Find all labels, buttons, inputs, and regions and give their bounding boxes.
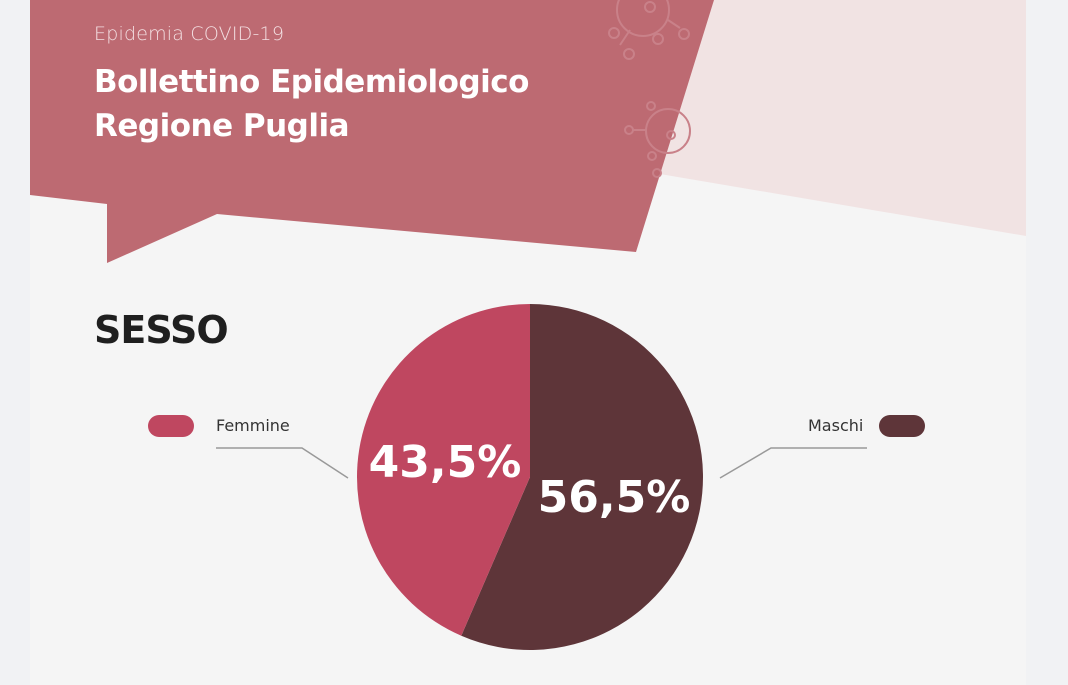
- section-title: SESSO: [94, 308, 229, 352]
- data-label-maschi: 56,5%: [538, 472, 691, 523]
- header-banner: [30, 0, 714, 263]
- leader-line-femmine: [216, 447, 349, 479]
- pie-slice-femmine: [357, 304, 530, 636]
- light-pink-panel: [660, 0, 1026, 236]
- title-line-2: Regione Puglia: [94, 108, 350, 144]
- data-label-femmine: 43,5%: [369, 437, 522, 488]
- legend-swatch-femmine: [148, 415, 194, 437]
- pie-slice-maschi: [461, 304, 703, 650]
- header-subtitle: Epidemia COVID-19: [94, 23, 285, 45]
- legend-label-maschi: Maschi: [808, 416, 864, 435]
- virus-icon: [608, 0, 690, 60]
- page-title: Bollettino Epidemiologico Regione Puglia: [94, 60, 529, 148]
- title-line-1: Bollettino Epidemiologico: [94, 64, 529, 100]
- legend-swatch-maschi: [879, 415, 925, 437]
- leader-line-maschi: [719, 447, 867, 479]
- virus-icon: [624, 101, 691, 178]
- legend-label-femmine: Femmine: [216, 416, 290, 435]
